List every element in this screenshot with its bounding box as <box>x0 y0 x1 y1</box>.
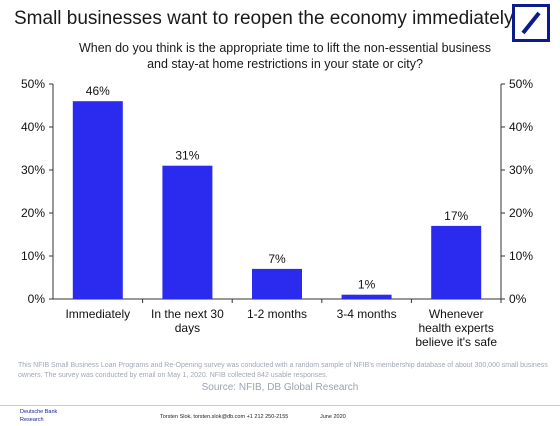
x-tick-label: 1-2 months <box>247 307 307 321</box>
y-tick-label-left: 10% <box>21 249 45 263</box>
x-tick-label-line: Immediately <box>65 307 130 321</box>
y-tick-label-left: 30% <box>21 163 45 177</box>
chart-title: Small businesses want to reopen the econ… <box>14 8 514 29</box>
y-tick-label-left: 40% <box>21 120 45 134</box>
bar <box>431 225 482 299</box>
data-label: 46% <box>86 84 110 98</box>
x-tick-label-line: In the next 30 <box>151 307 224 321</box>
deutsche-bank-logo-icon <box>512 4 550 42</box>
bar-chart: 0% 0% 10% 10% 20% 20% 30% 30% 40% 40% 50% 50% 46% Imm… <box>21 77 533 349</box>
y-tick-label-right: 50% <box>509 77 533 91</box>
x-tick-label-line: Whenever <box>429 307 484 321</box>
brand-name: Deutsche Bank Research <box>20 409 58 423</box>
bar <box>72 101 123 299</box>
bar <box>341 294 392 299</box>
x-tick-label: Immediately <box>65 307 130 321</box>
source-note: Source: NFIB, DB Global Research <box>201 382 359 393</box>
data-label: 7% <box>268 252 286 266</box>
y-tick-label-right: 40% <box>509 120 533 134</box>
contact-info: Torsten Slok, torsten.slok@db.com +1 212… <box>160 414 289 420</box>
bar <box>252 268 302 299</box>
footer-divider <box>0 405 560 406</box>
y-tick-label-right: 30% <box>509 163 533 177</box>
x-tick-label-line: believe it's safe <box>415 335 497 349</box>
x-tick-label-line: health experts <box>419 321 494 335</box>
x-tick-label-line: 3-4 months <box>337 307 397 321</box>
x-tick-label-line: 1-2 months <box>247 307 307 321</box>
data-label: 1% <box>358 278 376 292</box>
chart-subtitle: When do you think is the appropriate tim… <box>78 41 492 71</box>
logo-slash-icon <box>521 11 541 35</box>
x-tick-label: 3-4 months <box>337 307 397 321</box>
bar <box>162 165 213 299</box>
y-tick-label-right: 20% <box>509 206 533 220</box>
x-tick-label: Whenever health experts believe it's safe <box>415 307 497 349</box>
y-tick-label-left: 20% <box>21 206 45 220</box>
data-label: 31% <box>175 149 199 163</box>
survey-footnote: This NFIB Small Business Loan Programs a… <box>18 362 548 379</box>
data-label: 17% <box>444 209 468 223</box>
x-tick-label-line: days <box>175 321 200 335</box>
y-tick-label-right: 10% <box>509 249 533 263</box>
y-tick-label-left: 50% <box>21 77 45 91</box>
y-tick-label-left: 0% <box>28 292 46 306</box>
y-tick-label-right: 0% <box>509 292 527 306</box>
publication-date: June 2020 <box>320 414 346 420</box>
x-tick-label: In the next 30 days <box>151 307 224 335</box>
